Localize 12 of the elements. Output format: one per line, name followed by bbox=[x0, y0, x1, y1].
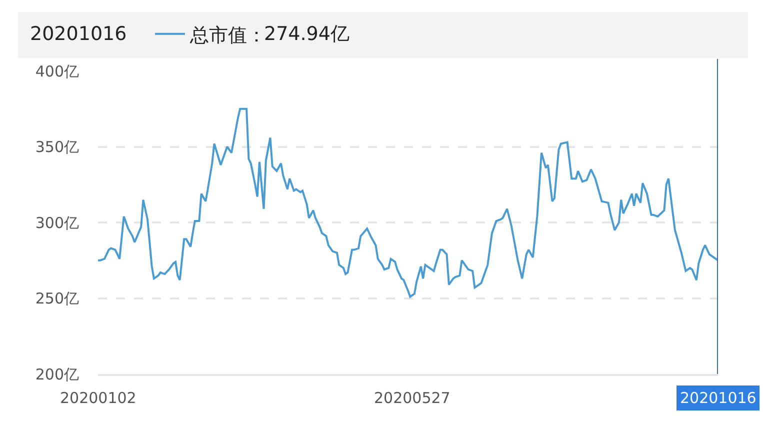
text: 274.94亿 bbox=[264, 23, 350, 45]
chart-title: 20201016 bbox=[30, 23, 127, 45]
x-tick-label: 20200527 bbox=[374, 389, 450, 407]
y-tick-label: 250亿 bbox=[35, 290, 79, 308]
x-tick-label: 20200102 bbox=[60, 389, 136, 407]
y-tick-label: 300亿 bbox=[35, 214, 79, 232]
x-tick-label: 20201016 bbox=[680, 389, 756, 407]
y-tick-label: 200亿 bbox=[35, 365, 79, 384]
legend-label: 总市值： bbox=[189, 24, 266, 46]
line-series bbox=[98, 108, 718, 298]
y-tick-label: 350亿 bbox=[35, 138, 79, 156]
y-tick-label: 400亿 bbox=[35, 62, 79, 80]
